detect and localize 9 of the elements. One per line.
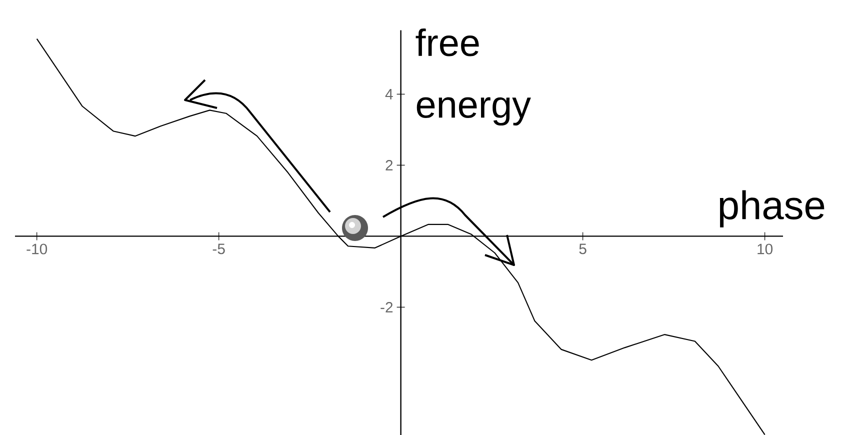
y-axis-title: free energy — [416, 28, 531, 126]
x-tick-label: -5 — [212, 244, 225, 254]
x-tick-label: 10 — [758, 244, 773, 254]
y-tick-label: 2 — [386, 160, 393, 170]
y-tick-label: -2 — [380, 302, 393, 312]
x-tick-label: 5 — [579, 244, 586, 254]
x-axis-title: phase — [720, 190, 824, 228]
y-tick-label: 4 — [385, 89, 393, 100]
x-tick-label: -10 — [26, 244, 48, 254]
